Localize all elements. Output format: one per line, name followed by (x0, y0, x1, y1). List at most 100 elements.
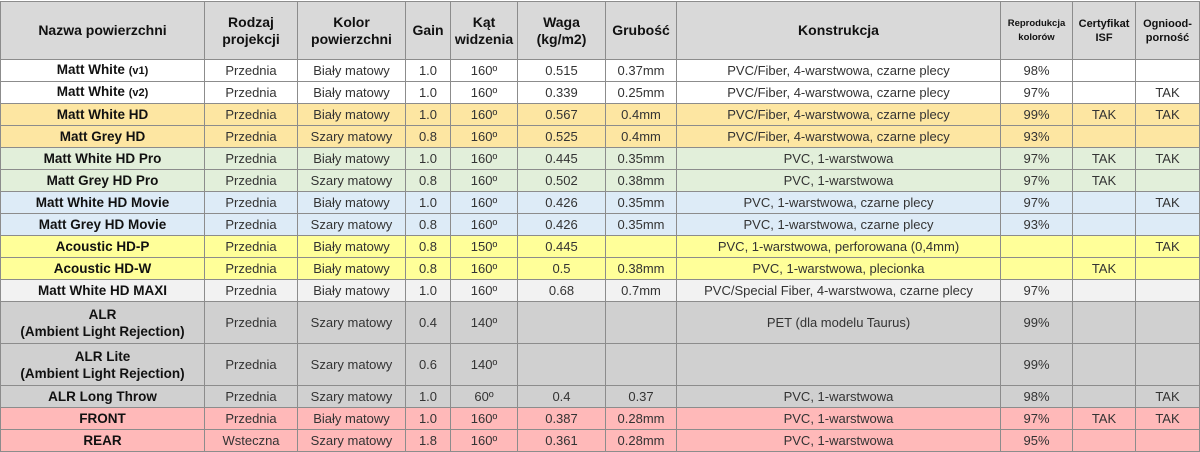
table-row: Matt Grey HD Pro Przednia Szary matowy 0.8 1… (0, 169, 1200, 192)
color-reproduction-cell: 99% (1000, 301, 1073, 344)
gain-cell: 1.0 (405, 385, 451, 408)
projection-type-cell: Przednia (204, 343, 298, 386)
isf-certificate-cell (1072, 301, 1136, 344)
surface-name: Matt White (56, 62, 125, 77)
gain-cell: 0.8 (405, 235, 451, 258)
fire-resistance-cell (1135, 257, 1200, 280)
fire-resistance-cell (1135, 169, 1200, 192)
weight-cell: 0.426 (517, 213, 606, 236)
surface-name: Matt White HD MAXI (38, 283, 167, 298)
projection-type-cell: Przednia (204, 407, 298, 430)
viewing-angle-cell: 160º (450, 213, 518, 236)
construction-cell: PET (dla modelu Taurus) (676, 301, 1001, 344)
weight-cell: 0.339 (517, 81, 606, 104)
surface-name-cell: REAR (0, 429, 205, 452)
weight-cell: 0.445 (517, 147, 606, 170)
thickness-cell: 0.38mm (605, 257, 677, 280)
color-reproduction-cell (1000, 257, 1073, 280)
column-header-surface-name: Nazwa powierzchni (0, 1, 205, 60)
fire-resistance-cell (1135, 213, 1200, 236)
table-row: Matt Grey HD Przednia Szary matowy 0.8 160º 0… (0, 125, 1200, 148)
surface-name-cell: Matt White HD Movie (0, 191, 205, 214)
projection-type-cell: Przednia (204, 147, 298, 170)
fire-resistance-cell: TAK (1135, 147, 1200, 170)
viewing-angle-cell: 160º (450, 429, 518, 452)
viewing-angle-cell: 140º (450, 301, 518, 344)
construction-cell: PVC, 1-warstwowa, czarne plecy (676, 213, 1001, 236)
projection-type-cell: Przednia (204, 279, 298, 302)
surface-color-cell: Biały matowy (297, 191, 406, 214)
fire-resistance-cell: TAK (1135, 81, 1200, 104)
surface-name: Matt Grey HD Movie (38, 217, 167, 232)
viewing-angle-cell: 160º (450, 81, 518, 104)
surface-color-cell: Szary matowy (297, 343, 406, 386)
thickness-cell: 0.38mm (605, 169, 677, 192)
projection-type-cell: Wsteczna (204, 429, 298, 452)
column-header-surface-color: Kolor powierzchni (297, 1, 406, 60)
color-reproduction-cell: 99% (1000, 343, 1073, 386)
viewing-angle-cell: 160º (450, 279, 518, 302)
isf-certificate-cell (1072, 279, 1136, 302)
column-header-fire-resistance: Ogniood-porność (1135, 1, 1200, 60)
surface-name-cell: Matt White (v1) (0, 59, 205, 82)
weight-cell: 0.387 (517, 407, 606, 430)
weight-cell: 0.502 (517, 169, 606, 192)
construction-cell: PVC, 1-warstwowa (676, 407, 1001, 430)
surface-name: REAR (83, 433, 122, 448)
surface-name-cell: ALR (Ambient Light Rejection) (0, 301, 205, 344)
color-reproduction-cell: 97% (1000, 279, 1073, 302)
viewing-angle-cell: 160º (450, 191, 518, 214)
column-header-color-reproduction: Reprodukcja kolorów (1000, 1, 1073, 60)
construction-cell: PVC, 1-warstwowa (676, 385, 1001, 408)
color-reproduction-cell: 97% (1000, 81, 1073, 104)
isf-certificate-cell (1072, 235, 1136, 258)
projection-type-cell: Przednia (204, 125, 298, 148)
construction-cell: PVC, 1-warstwowa (676, 169, 1001, 192)
color-reproduction-cell: 95% (1000, 429, 1073, 452)
projection-type-cell: Przednia (204, 169, 298, 192)
table-row: ALR Long Throw Przednia Szary matowy 1.0 60º… (0, 385, 1200, 408)
color-reproduction-cell: 97% (1000, 147, 1073, 170)
table-row: Acoustic HD-P Przednia Biały matowy 0.8 150º… (0, 235, 1200, 258)
construction-cell: PVC/Fiber, 4-warstwowa, czarne plecy (676, 81, 1001, 104)
table-row: ALR (Ambient Light Rejection) Przednia Szar… (0, 301, 1200, 344)
weight-cell: 0.4 (517, 385, 606, 408)
construction-cell: PVC/Fiber, 4-warstwowa, czarne plecy (676, 103, 1001, 126)
construction-cell: PVC/Special Fiber, 4-warstwowa, czarne p… (676, 279, 1001, 302)
fire-resistance-cell (1135, 125, 1200, 148)
gain-cell: 0.6 (405, 343, 451, 386)
table-row: Matt White (v2) Przednia Biały matowy 1.0 16… (0, 81, 1200, 104)
fire-resistance-cell: TAK (1135, 407, 1200, 430)
color-reproduction-cell: 97% (1000, 169, 1073, 192)
surface-color-cell: Szary matowy (297, 125, 406, 148)
header-row: Nazwa powierzchni Rodzaj projekcji Kolor p… (0, 1, 1200, 60)
gain-cell: 1.0 (405, 59, 451, 82)
weight-cell: 0.567 (517, 103, 606, 126)
gain-cell: 0.8 (405, 257, 451, 280)
fire-resistance-cell: TAK (1135, 103, 1200, 126)
weight-cell: 0.515 (517, 59, 606, 82)
color-reproduction-cell: 97% (1000, 191, 1073, 214)
surface-color-cell: Biały matowy (297, 103, 406, 126)
gain-cell: 1.0 (405, 103, 451, 126)
projection-type-cell: Przednia (204, 257, 298, 280)
column-header-construction: Konstrukcja (676, 1, 1001, 60)
table-row: Matt White HD MAXI Przednia Biały matowy 1.… (0, 279, 1200, 302)
gain-cell: 1.0 (405, 279, 451, 302)
viewing-angle-cell: 160º (450, 169, 518, 192)
surface-name: Matt White HD Pro (43, 151, 162, 166)
surface-color-cell: Biały matowy (297, 257, 406, 280)
weight-cell: 0.68 (517, 279, 606, 302)
surface-name: Matt Grey HD Pro (46, 173, 159, 188)
gain-cell: 1.8 (405, 429, 451, 452)
isf-certificate-cell (1072, 81, 1136, 104)
construction-cell: PVC, 1-warstwowa (676, 429, 1001, 452)
weight-cell: 0.525 (517, 125, 606, 148)
surface-name: Matt White HD (56, 107, 149, 122)
fire-resistance-cell (1135, 429, 1200, 452)
projection-type-cell: Przednia (204, 81, 298, 104)
isf-certificate-cell (1072, 429, 1136, 452)
column-header-viewing-angle: Kąt widzenia (450, 1, 518, 60)
isf-certificate-cell: TAK (1072, 147, 1136, 170)
construction-cell: PVC/Fiber, 4-warstwowa, czarne plecy (676, 59, 1001, 82)
